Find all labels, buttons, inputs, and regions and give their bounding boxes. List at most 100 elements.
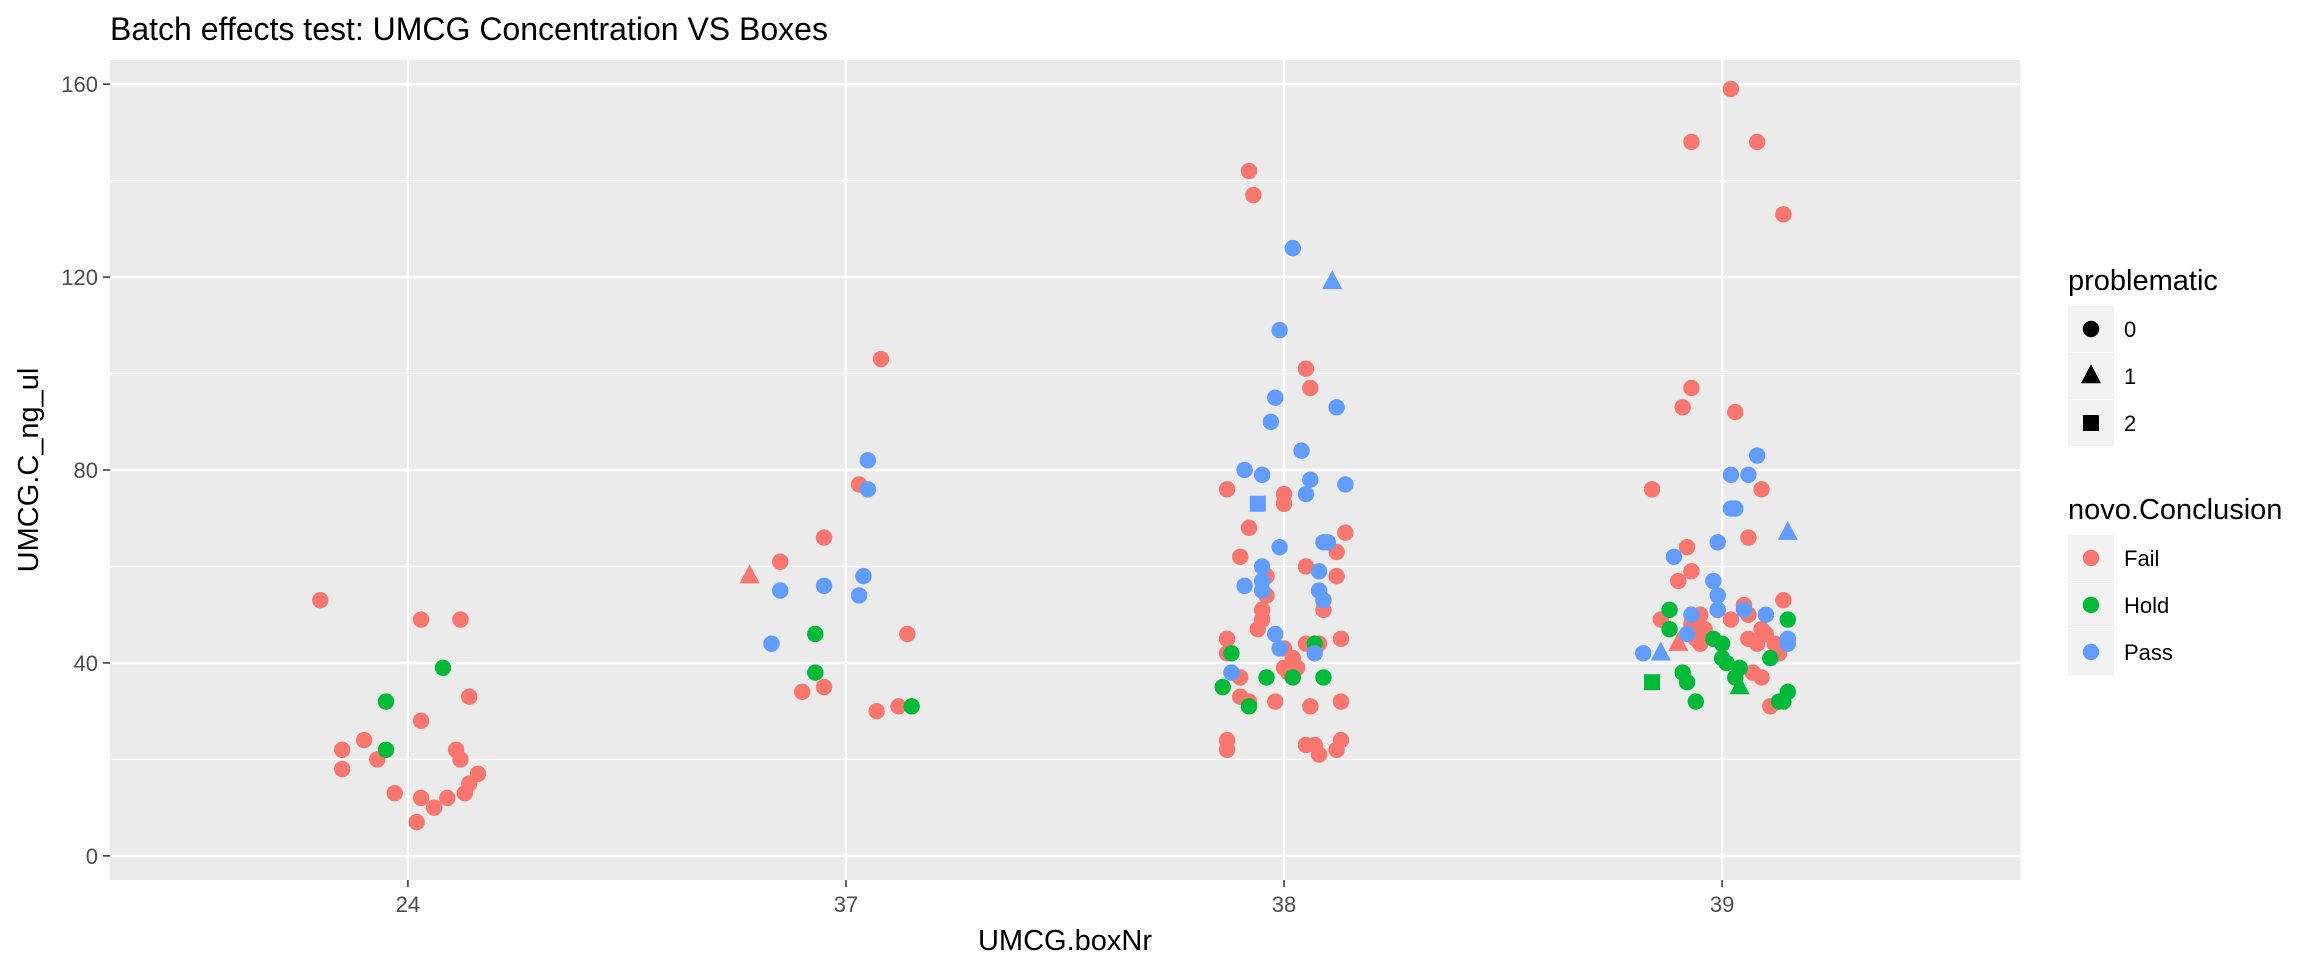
data-point [1748,635,1766,652]
legend-key [2082,320,2100,338]
data-point [807,625,824,643]
data-point [1302,698,1319,715]
data-point [1709,601,1726,619]
data-point [447,741,465,758]
data-point [1302,471,1319,488]
data-point [872,350,890,368]
data-point [1328,567,1345,585]
data-point [1315,592,1332,609]
legend-key [2082,549,2100,567]
legend-label: Fail [2124,546,2159,571]
data-point [1267,625,1284,643]
legend-key [2081,364,2101,384]
data-point [408,813,425,831]
data-point [1753,669,1770,686]
data-point [1284,669,1301,686]
data-point [850,587,868,604]
legend-label: Pass [2124,640,2173,665]
data-point [1757,606,1775,623]
data-point [859,481,877,498]
data-point [815,577,833,594]
data-point [1705,572,1722,590]
data-point [793,683,811,701]
data-point [890,698,907,715]
data-point [1284,239,1301,257]
data-point [469,765,487,783]
data-point [1709,587,1726,604]
data-point [412,611,430,628]
data-point [1748,447,1766,464]
data-point [1678,674,1696,691]
data-point [425,799,443,816]
data-point [312,592,329,609]
data-point [1328,399,1345,416]
y-axis-title: UMCG.C_ng_ul [13,368,45,573]
data-point [1762,649,1779,667]
data-point [1678,625,1696,643]
y-tick-label: 80 [74,458,98,483]
data-point [1753,481,1770,498]
data-point [1635,645,1652,662]
data-point [333,741,351,758]
data-point [1262,413,1280,430]
data-point [1236,461,1253,479]
y-tick-label: 0 [86,844,98,869]
data-point [1661,620,1678,638]
data-point [1232,548,1249,566]
data-point [1674,399,1691,416]
data-point [1650,641,1671,661]
data-point [412,712,430,730]
data-point [377,693,395,710]
data-point [1683,606,1700,623]
data-point [1315,669,1332,686]
data-point [1253,582,1271,599]
data-point [1777,520,1798,540]
data-point [1214,678,1231,696]
data-point [1722,80,1740,98]
data-point [1740,529,1757,546]
data-point [1275,495,1293,512]
data-point [815,678,833,696]
data-point [377,741,395,758]
data-point [1735,601,1753,619]
data-point [355,731,373,749]
data-point [1779,611,1797,628]
data-point [386,784,403,802]
data-point [1683,133,1700,151]
data-point [1665,548,1683,566]
data-point [1240,698,1258,715]
data-point [1709,534,1726,551]
x-tick-label: 38 [1272,892,1296,917]
data-point [868,702,885,720]
data-point [439,789,456,807]
data-point [763,635,780,652]
data-point [1253,466,1271,484]
data-point [1223,664,1240,681]
data-point [1306,645,1323,662]
data-point [1267,389,1284,406]
data-point [899,625,916,643]
legend-key [2083,415,2099,431]
data-point [1319,534,1337,551]
data-point [1218,630,1236,648]
data-point [772,553,789,570]
data-point [1683,379,1700,397]
data-point [1713,635,1731,652]
minor-gridlines [110,179,2020,761]
data-point [1297,485,1315,503]
data-point [1668,631,1689,651]
data-point [772,582,789,599]
y-tick-label: 120 [61,265,98,290]
data-point [452,611,469,628]
axis-ticks: 0 40 80 120 160 24 37 38 39 [61,72,1734,917]
data-point [1218,481,1236,498]
data-point [1727,403,1744,421]
data-point [1729,675,1750,695]
data-point [1670,572,1687,590]
legend-label: 2 [2124,411,2136,436]
data-point [1332,693,1350,710]
data-point [1223,645,1240,662]
legend-title: novo.Conclusion [2068,494,2282,526]
data-point [1258,669,1275,686]
